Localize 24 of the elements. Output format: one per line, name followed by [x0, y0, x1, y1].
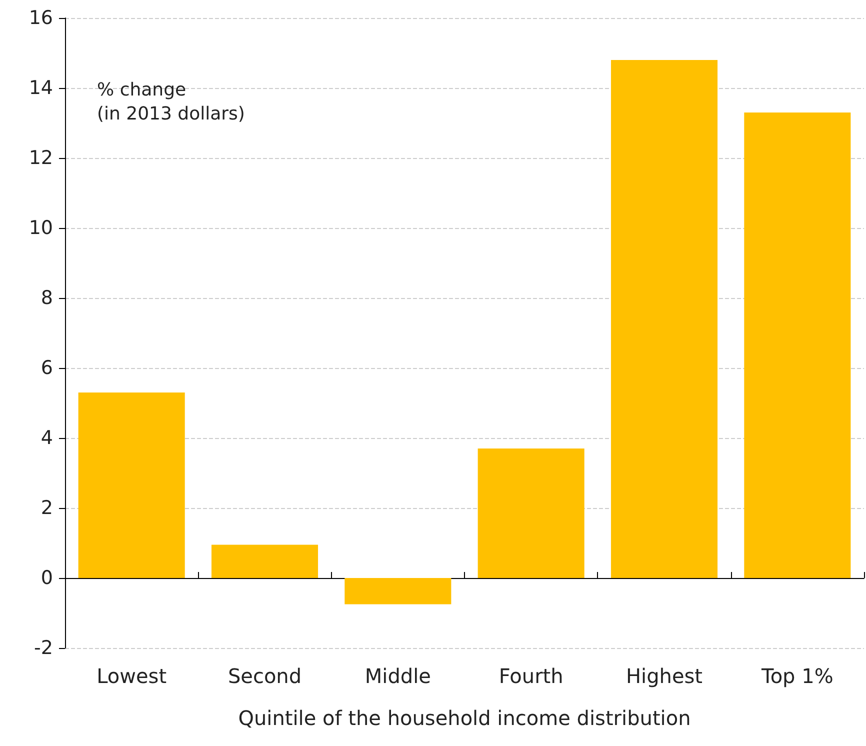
bar — [610, 60, 718, 578]
y-tick-label: 10 — [28, 217, 53, 239]
bar — [344, 578, 452, 604]
y-tick-label: 2 — [40, 497, 53, 519]
y-tick-label: 8 — [40, 287, 53, 309]
bar — [78, 392, 185, 578]
bar — [744, 112, 851, 578]
y-tick-label: 16 — [28, 7, 53, 29]
x-tick-label: Lowest — [96, 664, 167, 688]
y-tick-label: 0 — [40, 567, 53, 589]
x-tick-label: Highest — [626, 664, 703, 688]
x-axis-title: Quintile of the household income distribution — [238, 706, 691, 730]
x-tick-label: Fourth — [498, 664, 564, 688]
y-tick-label: 6 — [40, 357, 53, 379]
y-tick-label: 12 — [28, 147, 53, 169]
x-tick-label: Second — [228, 664, 302, 688]
y-tick-label: 4 — [40, 427, 53, 449]
x-tick-label: Middle — [364, 664, 431, 688]
bar — [478, 448, 584, 578]
bar — [211, 544, 318, 578]
y-tick-label: 14 — [28, 77, 53, 99]
x-tick-label: Top 1% — [760, 664, 834, 688]
y-tick-label: -2 — [34, 637, 53, 659]
y-axis-title: % change (in 2013 dollars) — [97, 80, 245, 124]
